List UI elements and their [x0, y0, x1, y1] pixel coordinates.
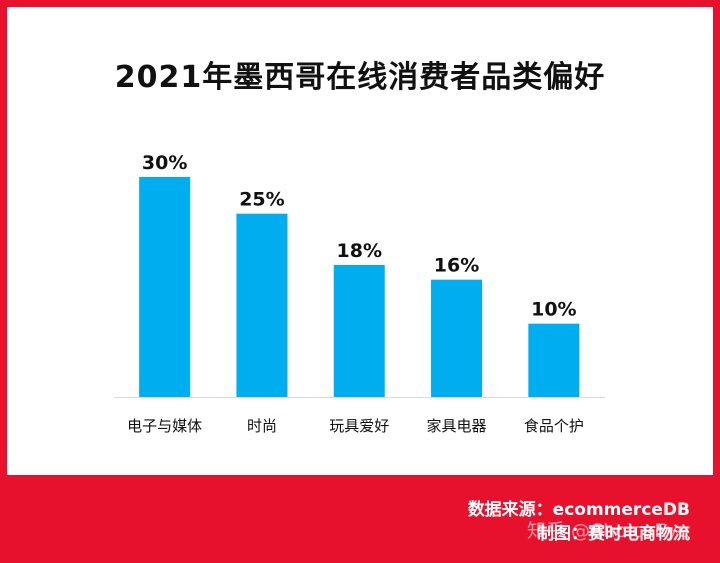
data-label: 30%: [142, 152, 187, 174]
data-label: 16%: [434, 255, 479, 277]
category-label: 食品个护: [524, 417, 584, 435]
watermark: 知乎 @ChoiceEye: [527, 520, 690, 542]
category-label: 时尚: [247, 417, 277, 435]
bar: [528, 323, 580, 397]
data-label: 25%: [239, 189, 284, 211]
chart-title: 2021年墨西哥在线消费者品类偏好: [114, 60, 606, 95]
category-label: 玩具爱好: [329, 417, 389, 435]
category-label: 家具电器: [427, 417, 487, 435]
bar: [139, 177, 191, 397]
data-label: 18%: [337, 240, 382, 262]
data-label: 10%: [531, 299, 576, 321]
made-by-text: 制图：赛时电商物流: [537, 524, 690, 544]
category-label: 电子与媒体: [127, 417, 202, 435]
bar: [431, 279, 483, 397]
bar: [236, 213, 288, 397]
footer: 数据来源：ecommerceDB 制图：赛时电商物流: [468, 498, 690, 546]
data-source-text: 数据来源：ecommerceDB: [467, 500, 690, 520]
bar: [333, 265, 385, 397]
